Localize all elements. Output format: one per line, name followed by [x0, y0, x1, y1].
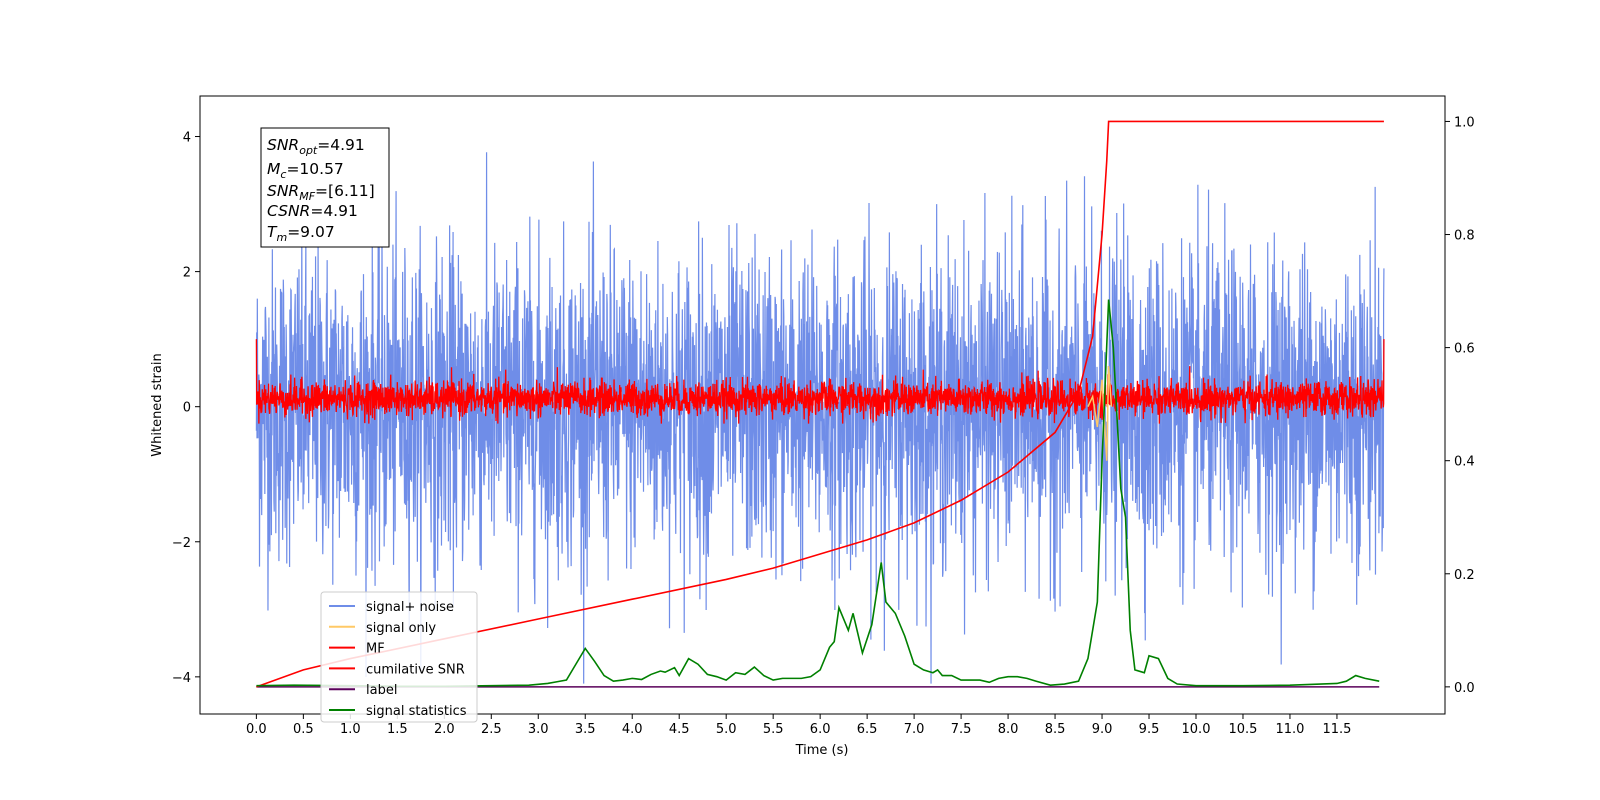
x-tick-label: 0.5: [293, 722, 314, 737]
annotation-snr-mf: SNRMF=[6.11]: [267, 182, 375, 203]
legend-label: MF: [366, 642, 385, 657]
annotation-box: SNRopt=4.91 Mc=10.57 SNRMF=[6.11] CSNR=4…: [260, 127, 390, 248]
x-tick-label: 7.5: [951, 722, 972, 737]
x-tick-label: 2.5: [481, 722, 502, 737]
x-tick-label: 9.0: [1092, 722, 1113, 737]
x-axis-label: Time (s): [795, 743, 849, 758]
series-mf: [255, 339, 1385, 424]
x-tick-label: 1.0: [340, 722, 361, 737]
x-tick-label: 8.5: [1045, 722, 1066, 737]
x-tick-label: 5.0: [716, 722, 737, 737]
y-right-tick-label: 0.8: [1454, 229, 1475, 244]
y-right-tick-label: 0.6: [1454, 342, 1475, 357]
x-tick-label: 6.5: [857, 722, 878, 737]
legend-label: signal statistics: [366, 704, 467, 719]
y-right-tick-label: 0.0: [1454, 681, 1475, 696]
x-tick-label: 1.5: [387, 722, 408, 737]
annotation-tm: Tm=9.07: [267, 223, 335, 244]
y-left-tick-label: 2: [183, 266, 191, 281]
x-tick-label: 11.5: [1322, 722, 1351, 737]
legend-label: signal+ noise: [366, 600, 454, 615]
y-axis-left: −4 −2 0 2 4: [172, 131, 200, 686]
x-tick-label: 3.5: [575, 722, 596, 737]
x-tick-label: 8.0: [998, 722, 1019, 737]
x-tick-label: 4.5: [669, 722, 690, 737]
x-tick-label: 0.0: [246, 722, 267, 737]
y-left-tick-label: −4: [172, 671, 191, 686]
annotation-csnr: CSNR=4.91: [267, 202, 358, 220]
y-right-tick-label: 0.4: [1454, 455, 1475, 470]
x-tick-label: 11.0: [1275, 722, 1304, 737]
annotation-snr-opt: SNRopt=4.91: [267, 136, 365, 157]
series-signal-only: [1087, 366, 1113, 461]
y-axis-label: Whitened strain: [150, 353, 165, 456]
x-tick-label: 3.0: [528, 722, 549, 737]
legend: signal+ noise signal only MF cumilative SNR…: [320, 591, 478, 723]
plot-frame: [199, 95, 1446, 715]
y-axis-right: 0.0 0.2 0.4 0.6 0.8 1.0: [1445, 115, 1475, 696]
x-tick-label: 9.5: [1139, 722, 1160, 737]
x-tick-label: 7.0: [904, 722, 925, 737]
x-tick-label: 5.5: [763, 722, 784, 737]
x-tick-label: 4.0: [622, 722, 643, 737]
y-left-tick-label: −2: [172, 536, 191, 551]
annotation-mc: Mc=10.57: [267, 160, 344, 181]
y-left-tick-label: 0: [183, 401, 191, 416]
legend-label: cumilative SNR: [366, 662, 465, 677]
x-tick-label: 10.0: [1182, 722, 1211, 737]
x-tick-label: 6.0: [810, 722, 831, 737]
y-right-tick-label: 1.0: [1454, 115, 1475, 130]
x-tick-label: 2.0: [434, 722, 455, 737]
y-right-tick-label: 0.2: [1454, 568, 1475, 583]
legend-label: signal only: [366, 621, 436, 636]
y-left-tick-label: 4: [183, 131, 191, 146]
legend-label: label: [366, 683, 397, 698]
x-tick-label: 10.5: [1229, 722, 1258, 737]
x-axis: 0.0 0.5 1.0 1.5 2.0 2.5 3.0 3.5 4.0 4.5 5.0 5.5 6.0 6…: [246, 714, 1351, 737]
series-signal-statistics: [256, 299, 1380, 688]
series-signal-noise: [255, 152, 1385, 684]
